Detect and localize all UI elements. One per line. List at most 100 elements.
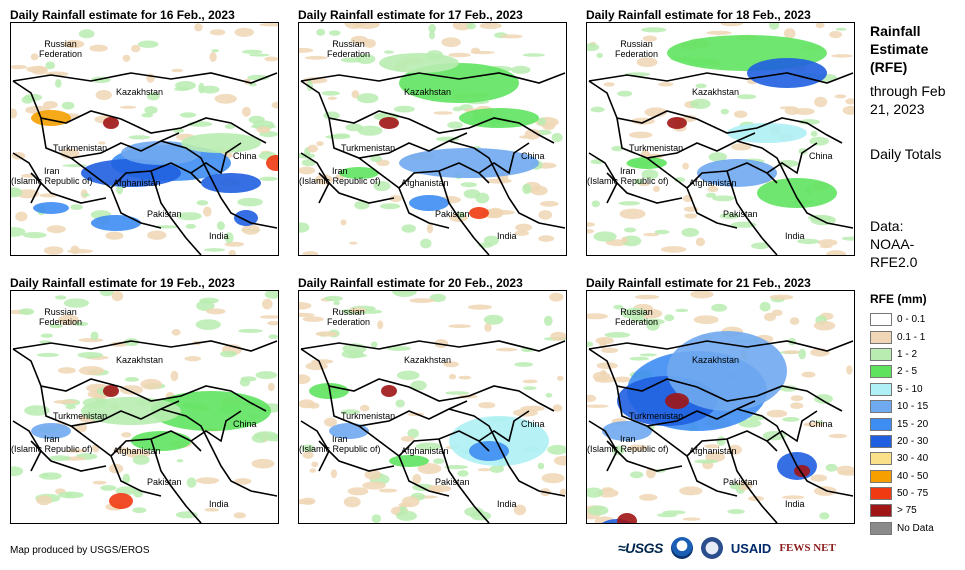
- fews-net-logo: FEWS NET: [779, 542, 836, 554]
- rain-patch: [633, 178, 645, 185]
- country-border: [766, 142, 818, 175]
- country-label-india: India: [209, 231, 229, 241]
- legend-label: 0.1 - 1: [897, 331, 926, 343]
- rain-patch: [77, 352, 104, 359]
- country-label-iran: Iran (Islamic Republic of): [587, 166, 669, 186]
- rain-patch: [814, 96, 828, 108]
- rainfall-map: [299, 23, 566, 255]
- rfe-title: Rainfall Estimate (RFE): [870, 22, 960, 76]
- rain-patch: [401, 224, 416, 233]
- country-label-turkmenistan: Turkmenistan: [53, 411, 108, 421]
- rain-patch: [727, 509, 745, 515]
- rain-patch: [92, 480, 107, 485]
- daily-totals: Daily Totals: [870, 146, 942, 162]
- rain-patch: [720, 108, 729, 115]
- rain-patch: [587, 487, 604, 498]
- rain-patch: [233, 512, 246, 519]
- rain-patch: [137, 40, 159, 48]
- country-label-kazakhstan: Kazakhstan: [692, 87, 740, 97]
- rain-patch: [234, 27, 254, 37]
- rain-patch: [73, 321, 89, 327]
- rain-patch: [206, 308, 226, 315]
- rain-patch: [238, 328, 263, 333]
- rain-patch: [55, 79, 62, 88]
- country-label-turkmenistan: Turkmenistan: [53, 143, 108, 153]
- rain-patch: [53, 399, 78, 404]
- rain-patch: [267, 382, 275, 392]
- country-border: [588, 348, 843, 412]
- rain-patch: [333, 300, 341, 306]
- rain-patch: [171, 329, 181, 336]
- country-border: [160, 140, 278, 229]
- panel-title: Daily Rainfall estimate for 19 Feb., 202…: [10, 276, 235, 290]
- rain-patch: [98, 141, 106, 145]
- rain-patch: [268, 334, 278, 339]
- rain-patch: [186, 477, 197, 488]
- rain-patch: [299, 312, 315, 317]
- rain-patch: [530, 185, 548, 196]
- rainfall-map: [299, 291, 566, 523]
- rain-patch: [15, 211, 28, 222]
- rain-area: [727, 123, 807, 143]
- country-border: [588, 80, 843, 144]
- rain-patch: [519, 135, 532, 139]
- rain-patch: [704, 444, 720, 449]
- rain-patch: [777, 160, 799, 167]
- rain-area: [389, 455, 429, 467]
- rain-patch: [706, 30, 732, 35]
- rain-patch: [522, 53, 545, 57]
- rain-patch: [690, 291, 714, 299]
- rain-patch: [105, 231, 124, 240]
- rain-area: [617, 513, 637, 523]
- rain-patch: [147, 230, 167, 240]
- rain-patch: [95, 90, 113, 100]
- rain-patch: [803, 422, 824, 427]
- rain-patch: [479, 23, 502, 29]
- legend-label: No Data: [897, 522, 934, 534]
- rain-patch: [595, 336, 614, 345]
- rain-patch: [634, 294, 660, 300]
- rain-patch: [627, 444, 648, 452]
- rain-patch: [617, 90, 633, 97]
- rain-patch: [349, 241, 358, 245]
- country-border: [646, 425, 738, 497]
- rain-patch: [639, 493, 658, 501]
- rain-patch: [711, 303, 728, 312]
- country-border: [588, 152, 618, 204]
- panel-title: Daily Rainfall estimate for 18 Feb., 202…: [586, 8, 811, 22]
- country-label-china: China: [233, 419, 257, 429]
- country-label-russia: Russian Federation: [39, 307, 83, 327]
- legend-row: 40 - 50: [870, 468, 934, 485]
- legend-label: 2 - 5: [897, 366, 918, 378]
- rain-patch: [545, 393, 553, 398]
- country-label-afghanistan: Afghanistan: [689, 178, 737, 188]
- rain-patch: [537, 462, 545, 470]
- rain-patch: [433, 111, 453, 115]
- rain-patch: [393, 105, 415, 113]
- rain-patch: [370, 155, 382, 162]
- country-label-india: India: [497, 499, 517, 509]
- rain-patch: [39, 472, 62, 480]
- rain-patch: [551, 132, 563, 143]
- rain-patch: [681, 227, 700, 237]
- country-label-turkmenistan: Turkmenistan: [341, 143, 396, 153]
- rain-patch: [587, 341, 594, 347]
- legend-row: > 75: [870, 502, 934, 519]
- rain-area: [379, 53, 459, 73]
- rain-patch: [695, 83, 707, 89]
- rain-patch: [115, 486, 136, 496]
- rain-patch: [629, 131, 653, 139]
- rain-patch: [591, 200, 600, 208]
- rain-patch: [78, 29, 95, 39]
- panel-title: Daily Rainfall estimate for 16 Feb., 202…: [10, 8, 235, 22]
- rain-patch: [81, 193, 90, 197]
- rain-patch: [78, 366, 105, 376]
- legend-swatch: [870, 330, 892, 344]
- rain-patch: [386, 346, 411, 351]
- rain-patch: [538, 210, 553, 220]
- rain-patch: [131, 44, 141, 53]
- rain-patch: [764, 312, 776, 322]
- rain-patch: [643, 232, 660, 237]
- rain-patch: [766, 409, 788, 418]
- rain-patch: [204, 248, 226, 252]
